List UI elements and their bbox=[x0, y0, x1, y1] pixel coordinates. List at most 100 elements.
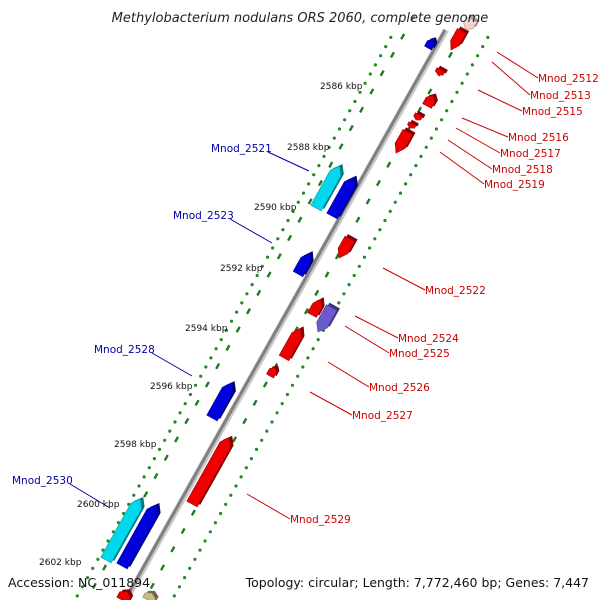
track-dot bbox=[276, 237, 280, 241]
track-dot bbox=[265, 429, 269, 433]
track-dot bbox=[296, 374, 300, 378]
tick-2592: 2592 kbp bbox=[220, 264, 263, 274]
accession-text: Accession: NC_011894 bbox=[8, 575, 150, 590]
label-mnod-2515: Mnod_2515 bbox=[522, 106, 583, 118]
tick-2594: 2594 kbp bbox=[185, 324, 228, 334]
track-dash bbox=[266, 271, 272, 278]
track-dot bbox=[434, 127, 438, 131]
gene-mnod-2523 bbox=[292, 251, 314, 278]
track-dot bbox=[312, 173, 316, 177]
track-dot bbox=[481, 45, 485, 49]
track-dot bbox=[80, 585, 84, 589]
label-mnod-2527: Mnod_2527 bbox=[352, 410, 413, 422]
label-connector bbox=[354, 315, 399, 339]
track-dot bbox=[275, 411, 279, 415]
label-mnod-2522: Mnod_2522 bbox=[425, 285, 486, 297]
track-dash bbox=[102, 564, 108, 571]
track-dot bbox=[142, 475, 146, 479]
track-dot bbox=[265, 255, 270, 259]
track-dash bbox=[386, 161, 392, 168]
track-dash bbox=[245, 308, 252, 315]
track-dot bbox=[193, 383, 198, 387]
gene-mnod-2525 bbox=[316, 302, 340, 333]
track-dot bbox=[342, 292, 346, 296]
track-dot bbox=[209, 356, 213, 360]
track-dot bbox=[348, 109, 352, 113]
gene-mnod-2513 bbox=[434, 65, 448, 76]
track-dash bbox=[369, 88, 375, 95]
track-dot bbox=[322, 154, 326, 158]
gene-mnod-2522 bbox=[337, 234, 358, 259]
track-dot bbox=[455, 90, 459, 94]
label-mnod-2519: Mnod_2519 bbox=[484, 179, 545, 191]
track-dot bbox=[122, 511, 126, 516]
gene-mnod-2515 bbox=[422, 93, 438, 109]
label-mnod-2516: Mnod_2516 bbox=[508, 132, 569, 144]
label-mnod-2521: Mnod_2521 bbox=[211, 143, 272, 155]
track-dash bbox=[160, 564, 166, 571]
track-dash bbox=[235, 326, 241, 333]
gene-mnod-2527 bbox=[266, 365, 280, 379]
track-dot bbox=[260, 438, 264, 442]
track-dot bbox=[378, 228, 382, 232]
track-dot bbox=[96, 557, 100, 561]
label-connector bbox=[382, 267, 426, 291]
gene-mnod-2528 bbox=[206, 381, 236, 422]
track-dot bbox=[388, 209, 392, 213]
track-dash bbox=[174, 436, 180, 443]
tick-2588: 2588 kbp bbox=[287, 143, 330, 153]
gene-mnod-2521b bbox=[326, 175, 358, 220]
label-connector bbox=[246, 493, 291, 520]
track-dot bbox=[224, 502, 228, 506]
track-dot bbox=[255, 273, 259, 278]
tick-2600: 2600 kbp bbox=[77, 500, 120, 510]
track-dot bbox=[373, 63, 377, 67]
track-dash bbox=[190, 509, 196, 516]
gene-mnod-2530b bbox=[116, 503, 161, 570]
label-mnod-2517: Mnod_2517 bbox=[500, 148, 561, 160]
track-dash bbox=[297, 216, 303, 223]
track-dash bbox=[225, 344, 231, 352]
track-dot bbox=[183, 576, 187, 580]
label-connector bbox=[267, 151, 310, 172]
track-dot bbox=[198, 548, 202, 552]
track-dot bbox=[183, 402, 187, 406]
tick-2590: 2590 kbp bbox=[254, 203, 297, 213]
track-dot bbox=[240, 301, 244, 305]
track-dot bbox=[208, 530, 212, 534]
track-dot bbox=[301, 365, 305, 369]
track-dot bbox=[470, 63, 474, 67]
label-connector bbox=[151, 352, 193, 377]
track-dash bbox=[307, 198, 313, 205]
track-dot bbox=[476, 54, 480, 58]
label-connector bbox=[455, 127, 501, 154]
track-dot bbox=[409, 173, 413, 177]
track-dash bbox=[338, 143, 344, 150]
track-dot bbox=[337, 127, 341, 131]
track-dot bbox=[281, 228, 285, 232]
track-dot bbox=[419, 154, 423, 158]
track-dot bbox=[91, 566, 95, 571]
label-connector bbox=[496, 51, 539, 79]
track-dash bbox=[328, 161, 334, 168]
track-dot bbox=[244, 466, 248, 470]
track-dot bbox=[337, 301, 341, 305]
gene-mnod-2516 bbox=[413, 110, 426, 121]
track-dash bbox=[348, 124, 354, 132]
gene-mnod-2530 bbox=[100, 497, 145, 564]
track-dot bbox=[404, 182, 408, 186]
track-dot bbox=[249, 457, 253, 461]
label-mnod-2523: Mnod_2523 bbox=[173, 210, 234, 222]
track-dot bbox=[398, 191, 403, 195]
track-dot bbox=[414, 164, 418, 168]
gene-mnod-2519 bbox=[394, 127, 416, 154]
track-dot bbox=[127, 502, 131, 506]
track-dot bbox=[177, 585, 181, 589]
track-dot bbox=[357, 264, 361, 268]
genome-backbone bbox=[123, 28, 449, 600]
track-dot bbox=[445, 109, 449, 113]
track-dot bbox=[157, 447, 162, 451]
track-dot bbox=[199, 374, 203, 378]
track-dot bbox=[106, 539, 110, 543]
gene-mnod-2529 bbox=[186, 435, 234, 508]
